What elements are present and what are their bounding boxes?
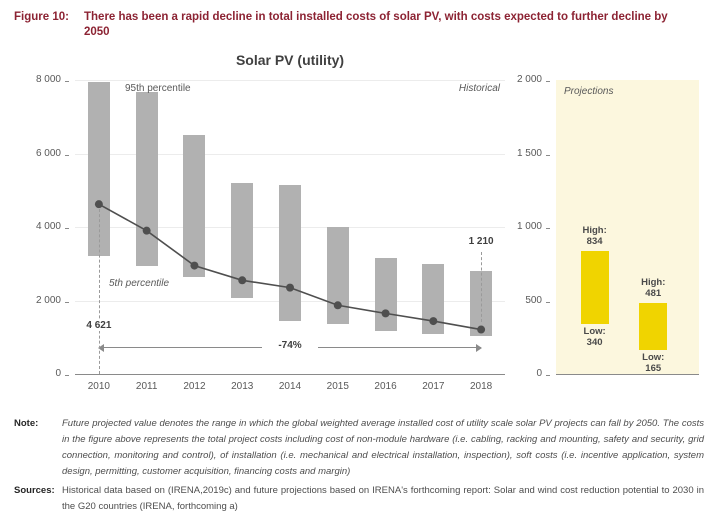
chart-title: Solar PV (utility) — [235, 52, 345, 68]
footnotes: Note: Future projected value denotes the… — [14, 416, 704, 515]
note-row: Note: Future projected value denotes the… — [14, 416, 704, 480]
percentile-range-bar — [422, 264, 445, 334]
note-label: Note: — [14, 418, 39, 429]
data-point — [381, 309, 390, 318]
high-value-label: High: 834 — [573, 225, 617, 247]
x-tick-label: 2018 — [469, 381, 493, 392]
x-tick-label: 2010 — [87, 381, 110, 392]
low-label-value: 165 — [645, 362, 662, 374]
high-value-label: High: 481 — [631, 277, 675, 299]
high-label-text: High: — [641, 277, 666, 289]
data-point — [286, 283, 294, 292]
low-label-value: 340 — [586, 337, 603, 349]
dashed-line-2010 — [98, 204, 100, 374]
percentile-range-bar — [135, 91, 158, 267]
x-tick-label: 2017 — [422, 381, 445, 392]
y-tick-label: 2 000 — [504, 74, 551, 85]
y-tick-label: 2 000 — [24, 295, 70, 306]
projections-y-axis: 0 500 1 000 1 500 2 000 — [504, 74, 551, 379]
y-tick-label: 0 — [24, 368, 70, 379]
gridline — [75, 153, 505, 155]
data-point — [238, 276, 247, 285]
annotation-projections: Projections — [564, 86, 614, 97]
annotation-historical: Historical — [458, 83, 500, 94]
figure-title: Figure 10: There has been a rapid declin… — [14, 10, 702, 40]
x-tick-label: 2016 — [374, 381, 397, 392]
annotation-2010-value: 4 621 — [70, 320, 127, 331]
sources-label: Sources: — [14, 485, 55, 496]
weighted-average-line — [94, 200, 486, 334]
high-label-value: 481 — [645, 288, 662, 300]
percentile-range-bar — [87, 81, 110, 257]
percentile-range-bar — [326, 227, 349, 325]
y-tick-label: 500 — [504, 295, 551, 306]
low-label-text: Low: — [583, 326, 606, 338]
low-label-text: Low: — [642, 351, 665, 363]
x-tick-label: 2012 — [183, 381, 206, 392]
historical-plot: 95th percentile 5th percentile Historica… — [70, 80, 510, 375]
annotation-2018-value: 1 210 — [453, 235, 510, 247]
x-tick-label: 2011 — [135, 381, 158, 392]
data-point — [94, 200, 103, 209]
sources-text: Historical data based on (IRENA,2019c) a… — [62, 485, 704, 512]
percentile-range-bar — [183, 135, 206, 277]
low-value-label: Low: 165 — [631, 352, 675, 374]
high-label-text: High: — [582, 225, 607, 237]
data-point — [477, 325, 486, 334]
annotation-95th-percentile: 95th percentile — [125, 83, 191, 94]
annotation-5th-percentile: 5th percentile — [109, 278, 170, 289]
low-value-label: Low: 340 — [573, 326, 617, 348]
data-point — [333, 301, 342, 310]
data-point — [190, 261, 199, 270]
data-point — [142, 226, 151, 235]
data-point — [429, 317, 438, 326]
y-tick-label: 8 000 — [24, 74, 70, 85]
y-tick-label: 1 000 — [504, 221, 551, 232]
figure-number: Figure 10: — [14, 11, 69, 23]
note-text: Future projected value denotes the range… — [62, 418, 704, 477]
projection-range-bar — [639, 303, 668, 350]
sources-row: Sources: Historical data based on (IRENA… — [14, 483, 704, 515]
dashed-line-2018 — [481, 251, 483, 322]
projection-range-bar — [580, 251, 609, 324]
charts-area: 0 2 000 4 000 6 000 8 000 95th percentile 5t… — [0, 72, 720, 398]
x-tick-label: 2013 — [231, 381, 254, 392]
y-tick-label: 4 000 — [24, 221, 70, 232]
projections-plot: Projections High: 834 Low: 340 High: 481 Low: 1… — [556, 80, 699, 375]
y-tick-label: 1 500 — [504, 148, 551, 159]
historical-y-axis: 0 2 000 4 000 6 000 8 000 — [24, 74, 70, 379]
x-tick-label: 2015 — [326, 381, 349, 392]
y-tick-label: 0 — [504, 368, 551, 379]
y-tick-label: 6 000 — [24, 148, 70, 159]
gridline — [75, 80, 505, 81]
figure-title-text: There has been a rapid decline in total … — [84, 11, 668, 38]
high-label-value: 834 — [586, 236, 603, 248]
x-tick-label: 2014 — [278, 381, 302, 392]
annotation-change-percent: -74% — [262, 340, 318, 351]
percentile-range-bar — [231, 182, 254, 299]
historical-x-axis: 2010 2011 2012 2013 2014 2015 2016 2017 2018 — [75, 379, 505, 394]
